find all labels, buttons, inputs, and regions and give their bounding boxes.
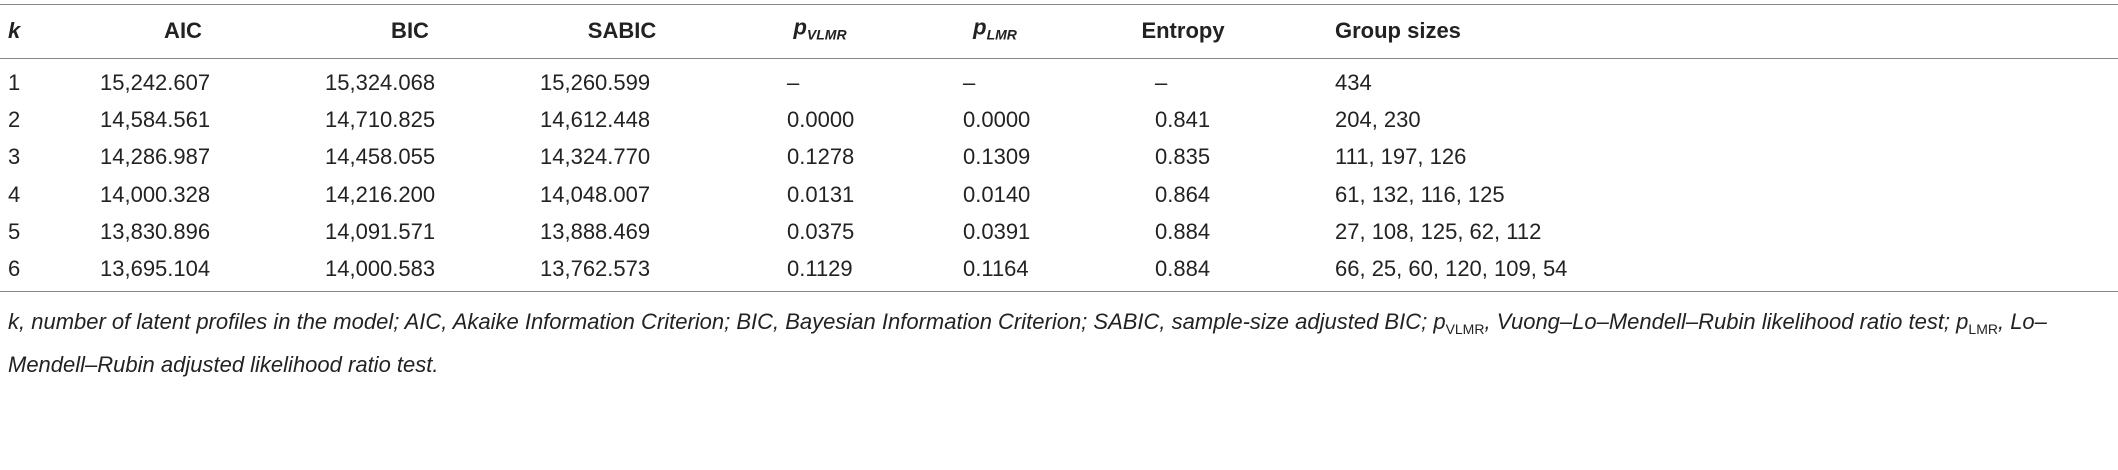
table-cell: 13,695.104 (100, 256, 211, 281)
footnote-text: k, number of latent profiles in the mode… (8, 309, 1446, 334)
footnote: k, number of latent profiles in the mode… (8, 304, 2108, 383)
table-cell: 15,260.599 (540, 70, 651, 95)
table-cell: 0.0131 (787, 181, 855, 207)
column-header: Entropy (1141, 18, 1225, 43)
footnote-subscript: VLMR (1445, 321, 1485, 337)
table-cell: 14,710.825 (325, 107, 436, 133)
table-cell: 66, 25, 60, 120, 109, 54 (1335, 256, 1568, 281)
table-cell: 14,216.200 (325, 181, 436, 207)
table-cell: 1 (8, 70, 21, 95)
header-subscript: VLMR (806, 26, 847, 43)
footnote-text: , Vuong–Lo–Mendell–Rubin likelihood rati… (1484, 309, 1969, 334)
header-symbol: p (973, 14, 987, 40)
table-cell: 14,612.448 (540, 107, 651, 133)
header-rule (0, 58, 2118, 59)
table-cell: 0.884 (1155, 256, 1211, 281)
table-cell: 14,000.583 (325, 256, 436, 281)
table-cell: 14,324.770 (540, 144, 651, 170)
table-cell: 5 (8, 218, 21, 244)
column-header: BIC (391, 18, 429, 43)
footnote-text: , Lo–Mendell–Rubin adjusted likelihood r… (8, 309, 2047, 377)
column-header: pLMR (973, 13, 1017, 50)
table-cell: 0.1278 (787, 144, 855, 170)
table-cell: 13,762.573 (540, 256, 651, 281)
table-cell: – (787, 70, 800, 95)
header-symbol: p (793, 14, 807, 40)
footnote-subscript: LMR (1968, 321, 1998, 337)
column-header: SABIC (587, 18, 657, 43)
table-cell: 6 (8, 256, 21, 281)
table-cell: – (1155, 70, 1168, 95)
table-cell: 0.0000 (963, 107, 1031, 133)
column-header: pVLMR (793, 13, 846, 50)
table-cell: 14,286.987 (100, 144, 211, 170)
column-header: k (8, 18, 21, 43)
table-cell: – (963, 70, 976, 95)
table-cell: 0.1129 (787, 256, 853, 281)
table-cell: 14,458.055 (325, 144, 436, 170)
table-cell: 111, 197, 126 (1335, 144, 1467, 170)
column-header: Group sizes (1335, 18, 1461, 43)
table-cell: 0.1164 (963, 256, 1029, 281)
table-cell: 14,091.571 (325, 218, 436, 244)
table-cell: 2 (8, 107, 21, 133)
table-cell: 0.841 (1155, 107, 1211, 133)
table-cell: 0.835 (1155, 144, 1211, 170)
table-cell: 0.0140 (963, 181, 1031, 207)
table-cell: 3 (8, 144, 21, 170)
table-cell: 14,584.561 (100, 107, 211, 133)
table-cell: 14,048.007 (540, 181, 651, 207)
header-subscript: LMR (986, 26, 1017, 43)
table-cell: 0.884 (1155, 218, 1211, 244)
table-cell: 0.0375 (787, 218, 855, 244)
table-cell: 61, 132, 116, 125 (1335, 181, 1505, 207)
column-header: AIC (164, 18, 202, 43)
table-cell: 13,888.469 (540, 218, 651, 244)
table-cell: 13,830.896 (100, 218, 211, 244)
table-cell: 0.1309 (963, 144, 1031, 170)
bottom-rule (0, 291, 2118, 292)
table-cell: 0.0000 (787, 107, 855, 133)
table-cell: 0.0391 (963, 218, 1031, 244)
table-cell: 27, 108, 125, 62, 112 (1335, 218, 1542, 244)
table-cell: 434 (1335, 70, 1372, 95)
table-cell: 4 (8, 181, 21, 207)
table-cell: 14,000.328 (100, 181, 211, 207)
table-cell: 0.864 (1155, 181, 1211, 207)
table-cell: 15,242.607 (100, 70, 211, 95)
table-cell: 15,324.068 (325, 70, 436, 95)
table-cell: 204, 230 (1335, 107, 1421, 133)
top-rule (0, 4, 2118, 5)
